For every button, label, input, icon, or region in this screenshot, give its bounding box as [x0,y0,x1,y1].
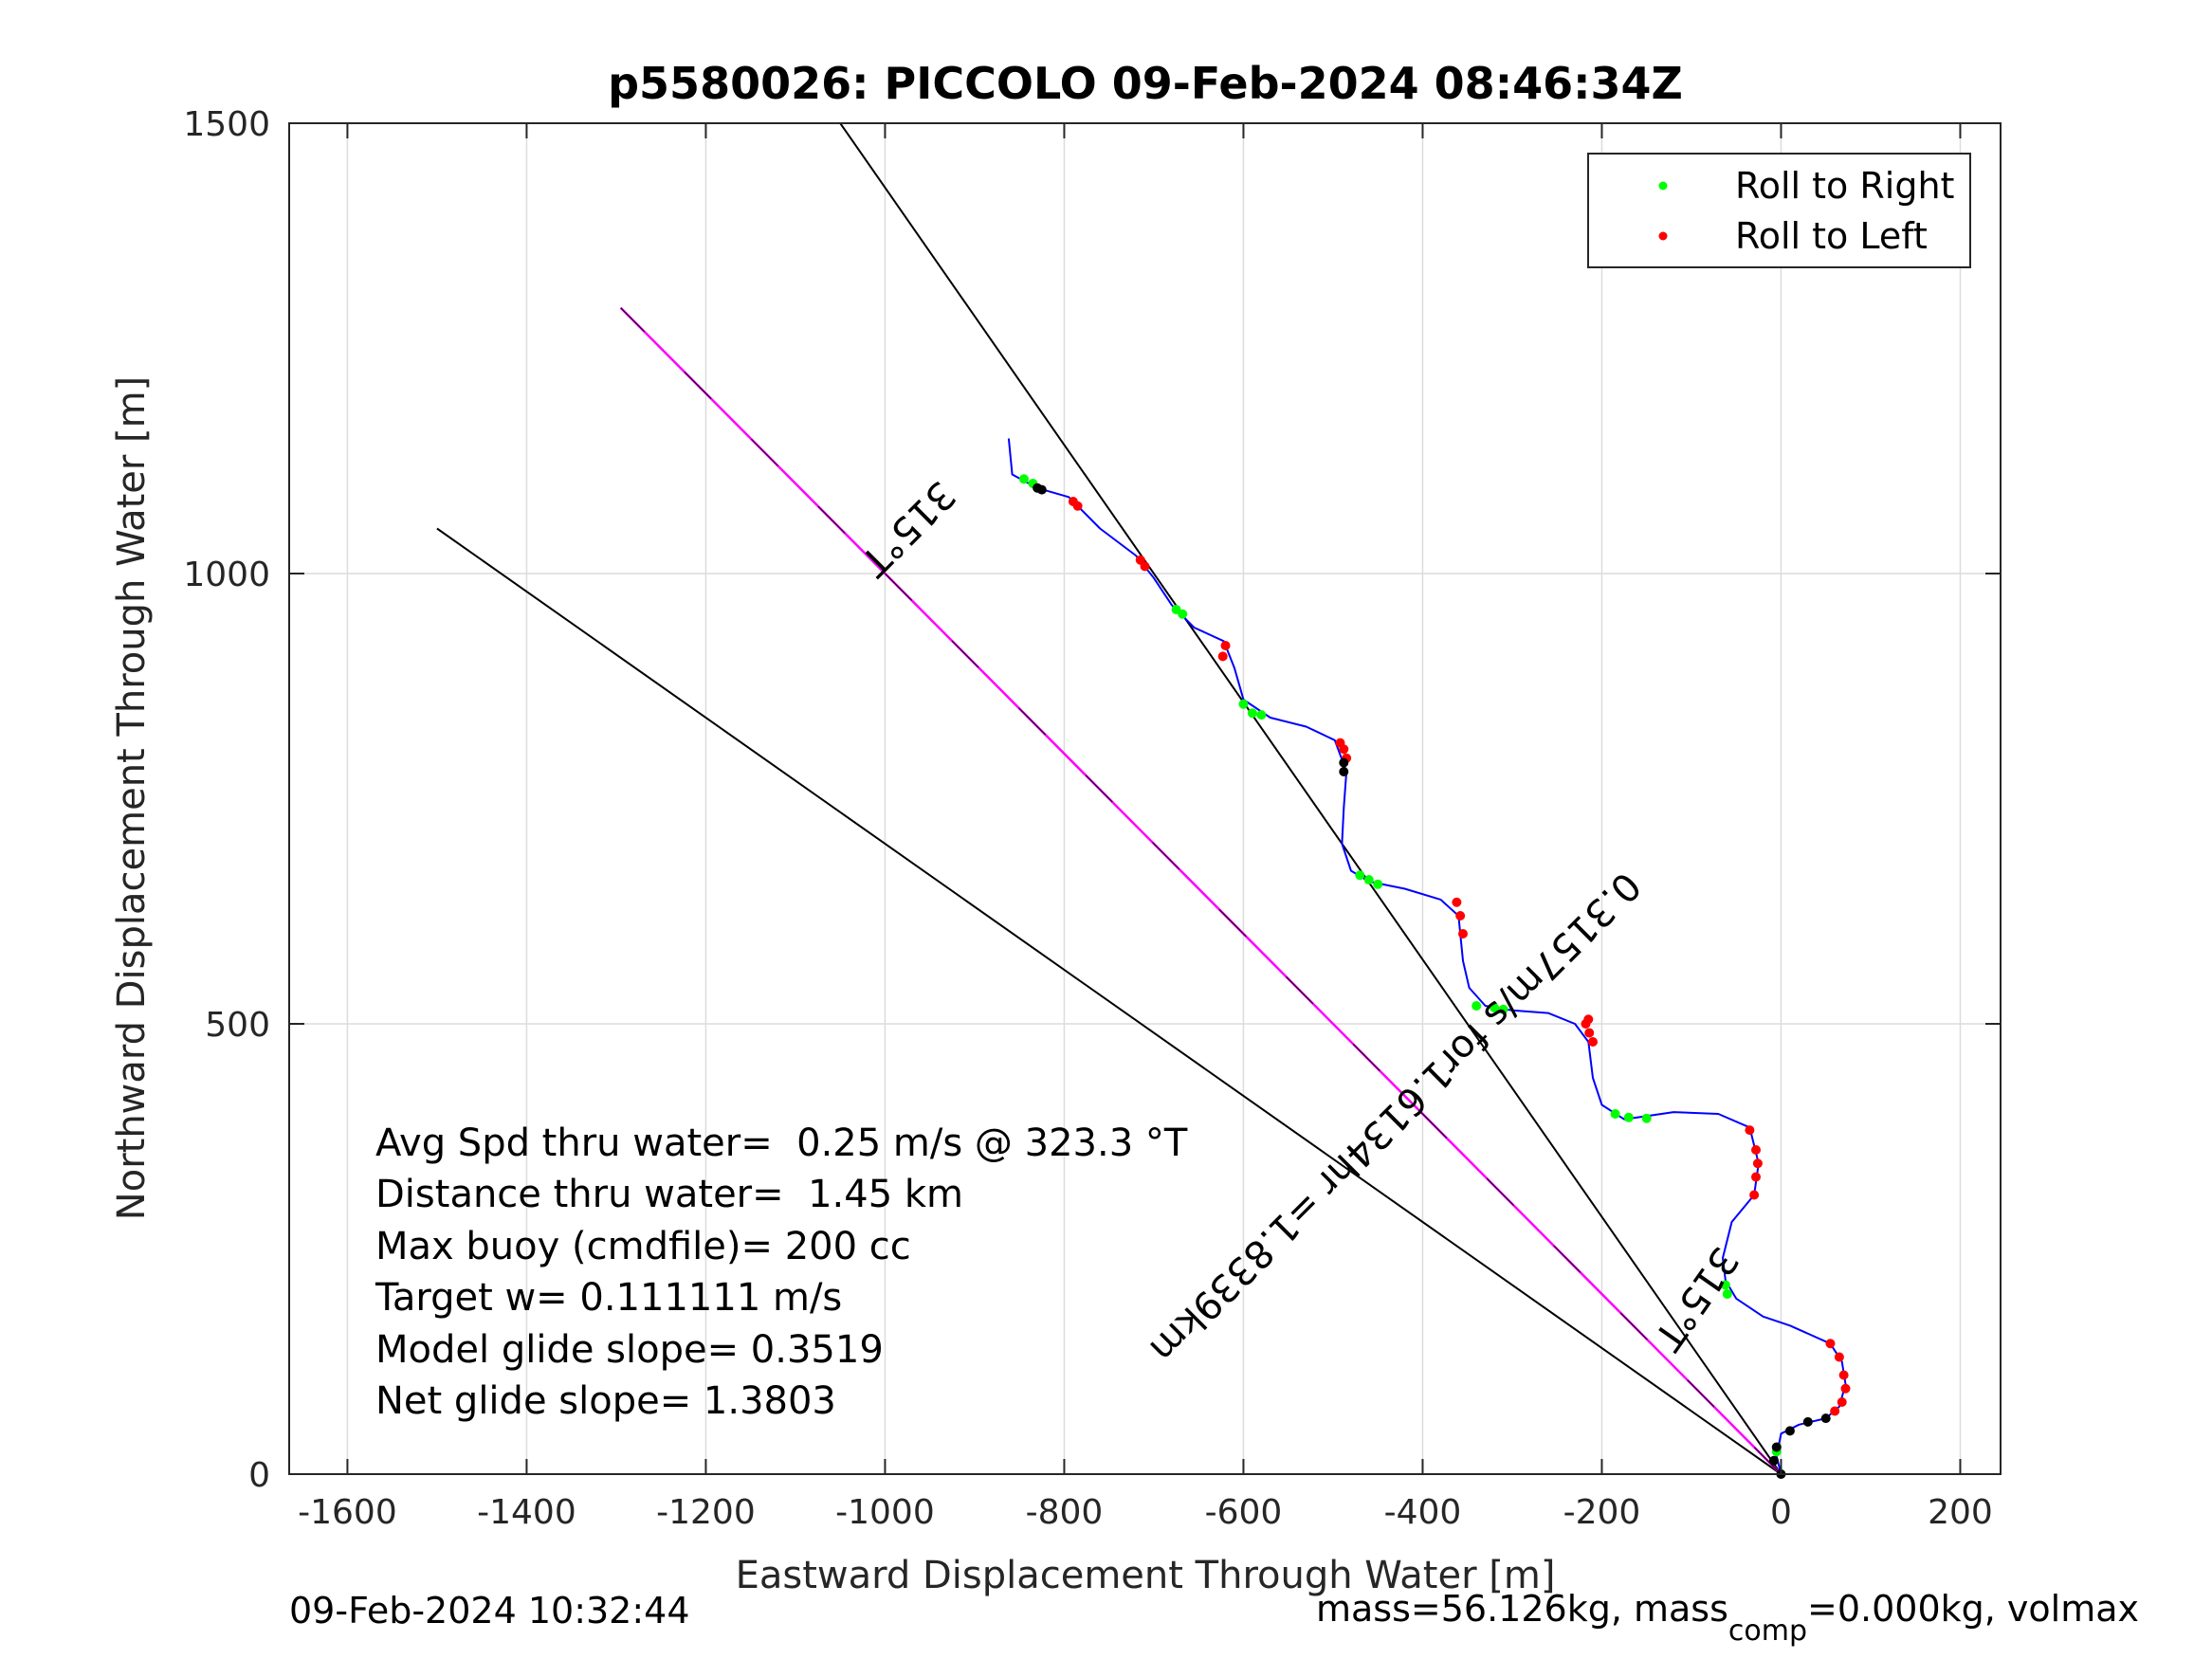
roll-left-point [1452,897,1462,907]
roll-left-point [1825,1339,1836,1349]
y-tick-label: 500 [205,1006,270,1045]
surface-point [1784,1426,1795,1436]
roll-right-point [1610,1109,1620,1119]
footer-timestamp: 09-Feb-2024 10:32:44 [289,1590,690,1632]
roll-left-point [1584,1028,1595,1038]
roll-left-point [1217,651,1228,662]
x-tick-label: -600 [1205,1493,1283,1532]
footer-mass-info: mass=56.126kg, masscomp=0.000kg, volmax [1316,1588,2139,1648]
legend: Roll to Right Roll to Left [1587,153,1971,268]
stat-model-glide: Model glide slope= 0.3519 [375,1328,884,1372]
roll-left-point [1837,1397,1847,1407]
footer-mass-prefix: mass=56.126kg, mass [1316,1588,1728,1630]
surface-point [1802,1416,1813,1427]
surface-point [1339,757,1349,768]
roll-left-point [1140,561,1150,572]
stat-target-w: Target w= 0.111111 m/s [375,1276,842,1320]
x-tick-label: -1600 [298,1493,397,1532]
surface-point [1768,1455,1779,1466]
roll-left-point [1840,1383,1851,1394]
roll-right-point [1238,699,1249,709]
x-tick-label: -1400 [477,1493,576,1532]
roll-right-point [1641,1113,1652,1123]
x-tick-label: -200 [1563,1493,1641,1532]
surface-point [1036,484,1047,495]
footer-mass-subscript: comp [1728,1614,1807,1648]
roll-left-point [1751,1172,1762,1182]
legend-marker-roll-right [1658,181,1668,191]
roll-left-point [1830,1406,1840,1416]
footer-mass-suffix: =0.000kg, volmax [1807,1588,2139,1630]
roll-left-point [1838,1370,1849,1380]
x-tick-label: 0 [1770,1493,1792,1532]
stat-avg-speed: Avg Spd thru water= 0.25 m/s @ 323.3 °T [375,1121,1188,1165]
y-axis-label: Northward Displacement Through Water [m] [110,376,154,1220]
roll-right-point [1256,710,1267,720]
legend-box [1587,153,1971,268]
roll-left-point [1072,501,1083,511]
roll-left-point [1745,1125,1755,1136]
x-axis-label: Eastward Displacement Through Water [m] [736,1554,1556,1597]
roll-right-point [1373,879,1383,889]
legend-label-roll-left: Roll to Left [1735,215,1928,257]
plot-frame [288,122,2002,1475]
x-tick-label: -800 [1026,1493,1104,1532]
roll-left-point [1751,1145,1762,1155]
roll-left-point [1457,929,1468,939]
stat-max-buoy: Max buoy (cmdfile)= 200 cc [375,1225,911,1268]
glider-track [1007,438,1847,1475]
axis-ticks: -1600 -1400 -1200 -1000 -800 -600 -400 -200 0 200… [183,105,2001,1532]
x-tick-label: -400 [1384,1493,1462,1532]
roll-left-point [1455,911,1466,921]
roll-left-point [1583,1014,1594,1025]
roll-right-point [1722,1289,1732,1299]
y-tick-label: 1000 [183,556,270,594]
roll-right-point [1720,1280,1730,1290]
roll-right-point [1623,1112,1634,1122]
current-vector-line [619,306,1782,1475]
legend-label-roll-right: Roll to Right [1735,165,1954,207]
x-tick-label: -1000 [835,1493,935,1532]
plot-area [289,123,2001,1474]
stat-net-glide: Net glide slope= 1.3803 [375,1379,836,1423]
roll-left-point [1834,1352,1844,1362]
roll-right-point [1490,1002,1500,1012]
legend-marker-roll-left [1658,231,1668,241]
roll-right-point [1355,870,1365,881]
roll-left-point [1335,738,1345,748]
roll-left-point [1752,1158,1763,1169]
stats-block: Avg Spd thru water= 0.25 m/s @ 323.3 °T … [375,1121,1188,1423]
roll-right-point [1472,1001,1482,1011]
roll-left-point [1220,641,1231,650]
roll-left-point [1749,1190,1760,1200]
roll-right-point [1018,474,1029,484]
heading-line [436,527,1782,1475]
surface-point [1339,767,1349,776]
surface-point [1820,1413,1831,1424]
y-tick-label: 0 [248,1456,270,1495]
x-tick-label: 200 [1928,1493,1993,1532]
roll-right-point [1363,875,1374,884]
x-tick-label: -1200 [656,1493,756,1532]
chart-title: p5580026: PICCOLO 09-Feb-2024 08:46:34Z [608,58,1683,109]
roll-right-point [1247,708,1257,719]
roll-right-point [1498,1004,1508,1014]
y-tick-label: 1500 [183,105,270,144]
surface-point [1771,1442,1782,1452]
stat-distance: Distance thru water= 1.45 km [375,1173,963,1216]
roll-right-point [1178,609,1188,619]
roll-left-point [1588,1037,1599,1047]
heading-line [839,122,1782,1475]
data-layer [436,122,1851,1479]
